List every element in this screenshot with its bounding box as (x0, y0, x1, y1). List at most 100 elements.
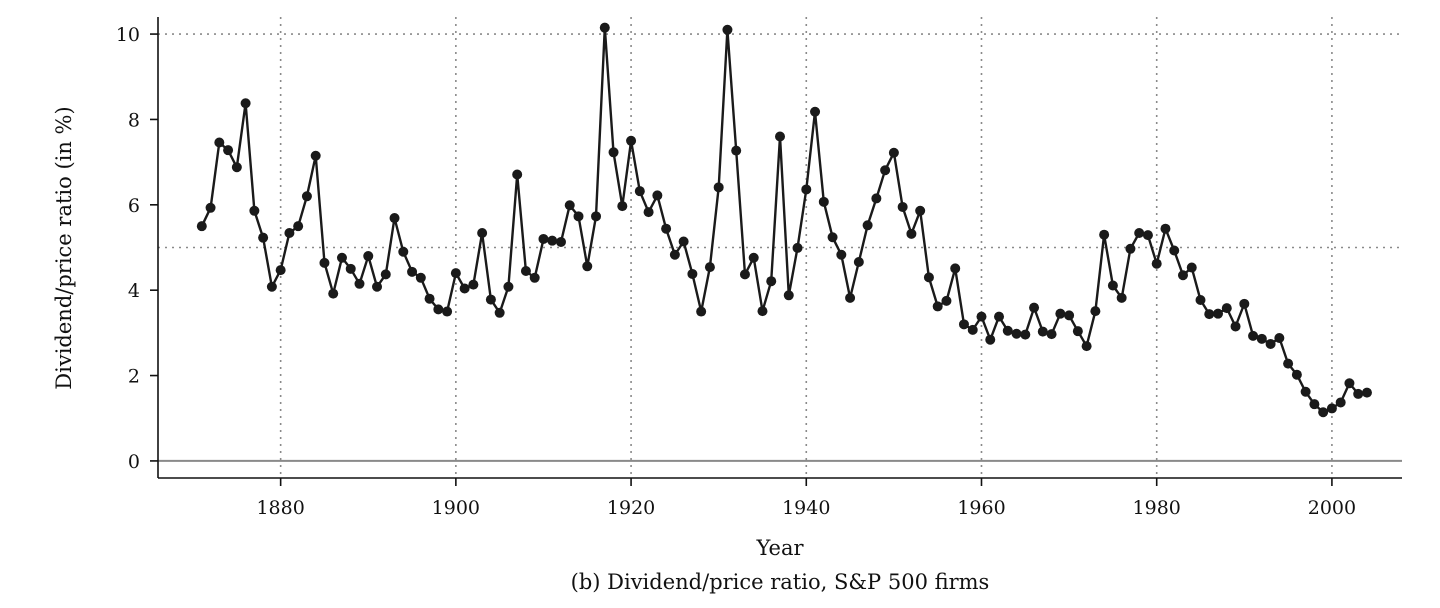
data-point-1930 (713, 182, 724, 193)
data-point-1896 (415, 272, 426, 283)
data-point-1948 (871, 193, 882, 204)
data-point-1958 (958, 319, 969, 330)
data-point-1982 (1169, 245, 1180, 256)
data-point-1962 (994, 311, 1005, 322)
gridlines (158, 17, 1402, 478)
data-point-1942 (818, 196, 829, 207)
data-point-1971 (1072, 326, 1083, 337)
data-point-1912 (555, 236, 566, 247)
data-point-1987 (1213, 308, 1224, 319)
data-point-1894 (398, 246, 409, 257)
data-point-1996 (1291, 369, 1302, 380)
data-point-1902 (468, 279, 479, 290)
data-point-1973 (1090, 306, 1101, 317)
data-point-1905 (494, 307, 505, 318)
data-point-1990 (1239, 298, 1250, 309)
data-point-1999 (1318, 407, 1329, 418)
data-point-2003 (1353, 388, 1364, 399)
data-point-1986 (1204, 309, 1215, 320)
data-point-1994 (1274, 332, 1285, 343)
tick-labels: 1880 1900 1920 1940 1960 1980 2000 0 2 4 6 8 10 (116, 24, 1356, 519)
data-point-1968 (1046, 329, 1057, 340)
data-point-1951 (897, 201, 908, 212)
y-tick-label-8: 8 (128, 109, 140, 131)
data-point-1985 (1195, 295, 1206, 306)
data-point-1883 (301, 191, 312, 202)
y-tick-label-10: 10 (116, 24, 140, 46)
data-point-1929 (704, 262, 715, 273)
data-point-1920 (626, 135, 637, 146)
data-point-1933 (739, 269, 750, 280)
data-point-1963 (1002, 325, 1013, 336)
data-point-1947 (862, 220, 873, 231)
data-point-1937 (775, 131, 785, 142)
data-point-1974 (1099, 229, 1110, 240)
data-point-1884 (310, 150, 321, 161)
data-point-1993 (1265, 338, 1276, 349)
data-point-1871 (196, 221, 207, 232)
data-point-1917 (599, 22, 610, 33)
data-point-1983 (1177, 270, 1188, 281)
chart-caption: (b) Dividend/price ratio, S&P 500 firms (571, 570, 990, 594)
data-point-2000 (1326, 403, 1337, 414)
data-point-1954 (923, 272, 934, 283)
y-tick-label-0: 0 (128, 451, 140, 473)
data-point-1997 (1300, 386, 1311, 397)
data-point-1882 (293, 221, 304, 232)
data-point-1984 (1186, 262, 1197, 273)
data-point-1988 (1221, 303, 1232, 314)
data-point-1977 (1125, 243, 1136, 254)
data-point-1925 (669, 249, 680, 260)
data-point-1916 (591, 211, 602, 222)
data-point-1899 (442, 306, 453, 317)
data-point-1893 (389, 213, 400, 224)
data-point-1880 (275, 265, 286, 276)
data-point-1900 (450, 268, 461, 279)
data-point-1875 (231, 162, 242, 173)
data-point-2002 (1344, 378, 1355, 389)
data-point-1940 (801, 184, 812, 195)
data-point-1932 (731, 145, 742, 156)
data-point-1970 (1064, 310, 1075, 321)
data-point-1908 (520, 265, 531, 276)
data-point-1924 (661, 223, 672, 234)
data-point-1967 (1037, 326, 1048, 337)
axes (157, 17, 1402, 479)
data-point-1922 (643, 207, 654, 218)
data-point-1969 (1055, 308, 1066, 319)
data-point-1991 (1248, 330, 1259, 341)
data-point-1898 (433, 304, 444, 315)
data-point-1872 (205, 202, 216, 213)
data-point-1995 (1283, 358, 1294, 369)
data-point-1927 (687, 268, 698, 279)
data-point-1960 (976, 311, 987, 322)
data-point-1915 (582, 261, 593, 272)
data-point-1878 (258, 232, 269, 243)
data-point-1943 (827, 232, 838, 243)
data-point-1989 (1230, 321, 1241, 332)
x-tick-label-1980: 1980 (1133, 497, 1181, 519)
data-point-1966 (1029, 302, 1040, 313)
data-point-1906 (503, 281, 514, 292)
data-point-1926 (678, 236, 689, 247)
data-point-1877 (249, 205, 260, 216)
x-tick-label-1920: 1920 (607, 497, 655, 519)
data-point-1873 (214, 137, 225, 148)
data-point-1910 (538, 233, 549, 244)
data-point-1953 (915, 205, 926, 216)
data-point-1964 (1011, 328, 1022, 339)
data-point-1979 (1142, 230, 1153, 241)
x-tick-label-1960: 1960 (957, 497, 1005, 519)
data-point-1911 (547, 235, 558, 246)
data-point-1876 (240, 98, 251, 109)
data-point-1888 (345, 263, 356, 274)
data-point-1897 (424, 293, 435, 304)
data-point-1879 (266, 281, 277, 292)
data-point-1918 (608, 147, 619, 158)
data-point-1975 (1107, 280, 1118, 291)
data-point-1891 (372, 281, 383, 292)
data-point-1952 (906, 228, 917, 239)
x-tick-label-1880: 1880 (256, 497, 304, 519)
data-point-1935 (757, 306, 768, 317)
